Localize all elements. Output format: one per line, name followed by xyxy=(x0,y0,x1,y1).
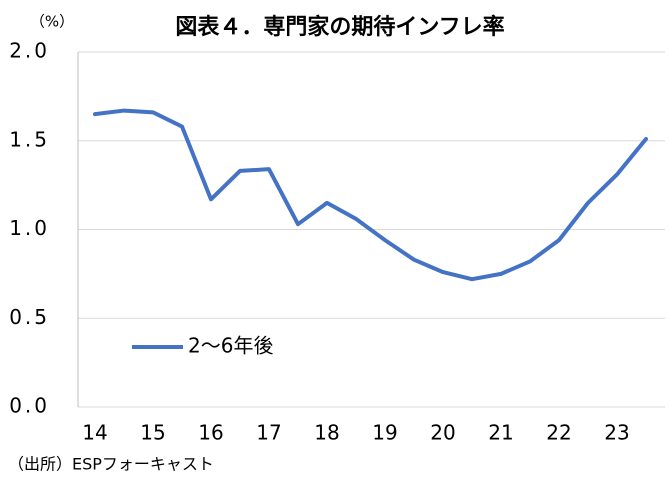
source: （出所）ESPフォーキャスト xyxy=(8,455,214,474)
series-line xyxy=(93,108,648,282)
x-tick-label: 14 xyxy=(82,421,107,445)
x-tick-label: 23 xyxy=(604,421,629,445)
chart-title: 図表４．専門家の期待インフレ率 xyxy=(175,14,504,40)
x-tick-label: 19 xyxy=(372,421,397,445)
x-tick-label: 15 xyxy=(140,421,165,445)
y-unit: （%） xyxy=(30,13,74,31)
y-tick-label: 0.5 xyxy=(9,305,50,329)
x-tick-label: 20 xyxy=(430,421,455,445)
y-tick-label: 1.0 xyxy=(9,216,50,240)
y-tick-label: 1.5 xyxy=(9,127,50,151)
x-tick-label: 17 xyxy=(256,421,281,445)
y-tick-label: 2.0 xyxy=(9,39,50,63)
x-tick-label: 22 xyxy=(546,421,571,445)
x-tick-label: 18 xyxy=(314,421,339,445)
x-tick-label: 16 xyxy=(198,421,223,445)
legend-label: 2〜6年後 xyxy=(188,334,273,358)
x-tick-label: 21 xyxy=(488,421,513,445)
y-tick-label: 0.0 xyxy=(9,394,50,418)
